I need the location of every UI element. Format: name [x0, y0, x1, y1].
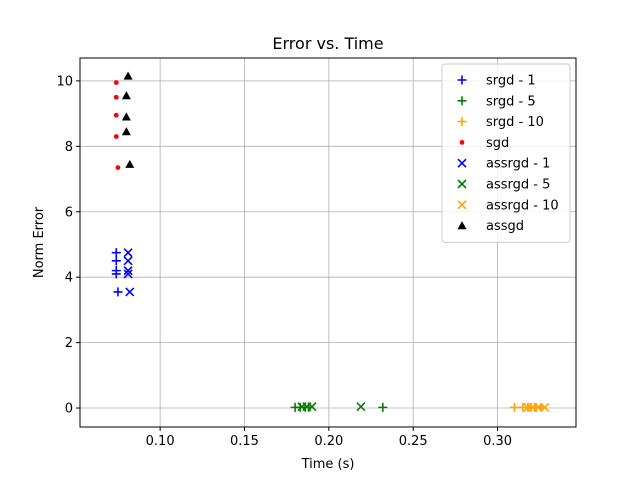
data-point: [111, 248, 121, 258]
y-tick-label: 4: [65, 271, 73, 286]
data-point: [509, 402, 519, 412]
chart-title: Error vs. Time: [272, 34, 383, 53]
data-point: [540, 402, 550, 412]
data-point: [113, 94, 119, 100]
legend-label: assrgd - 1: [486, 157, 550, 172]
data-point: [121, 127, 131, 136]
x-tick-label: 0.20: [314, 434, 343, 449]
legend-marker: [459, 140, 465, 145]
legend-label: srgd - 10: [486, 115, 544, 130]
data-point: [123, 71, 133, 80]
legend-label: assgd: [486, 219, 524, 234]
legend-label: srgd - 5: [486, 94, 536, 109]
data-point: [307, 402, 317, 412]
y-axis-label: Norm Error: [32, 206, 47, 278]
legend-marker: [457, 158, 467, 168]
data-point: [113, 112, 119, 118]
y-tick-label: 10: [56, 74, 73, 89]
data-point: [533, 402, 543, 412]
legend-marker: [457, 117, 467, 127]
data-point: [123, 256, 133, 266]
x-tick-label: 0.25: [399, 434, 428, 449]
legend-label: assrgd - 5: [486, 178, 550, 193]
data-point: [378, 402, 388, 412]
legend-box: [441, 63, 571, 243]
data-point: [111, 256, 121, 266]
data-points: [111, 71, 550, 412]
data-point: [113, 287, 123, 297]
legend-label: sgd: [486, 136, 509, 151]
data-point: [123, 269, 133, 279]
x-tick-label: 0.30: [483, 434, 512, 449]
data-point: [125, 287, 135, 297]
plot-frame: [79, 57, 577, 428]
data-point: [125, 159, 135, 168]
x-tick-label: 0.10: [146, 434, 175, 449]
y-tick-label: 2: [65, 336, 73, 351]
legend-marker: [457, 200, 467, 210]
legend-marker: [457, 75, 467, 85]
y-tick-label: 0: [65, 402, 73, 417]
x-axis-ticks: 0.10 0.15 0.20 0.25 0.30: [146, 427, 512, 449]
x-axis-label: Time (s): [301, 457, 355, 472]
x-tick-label: 0.15: [230, 434, 259, 449]
data-point: [121, 112, 131, 121]
data-point: [111, 269, 121, 279]
data-point: [356, 402, 366, 412]
legend-label: assrgd - 10: [486, 198, 559, 213]
legend-label: srgd - 1: [486, 74, 536, 89]
data-point: [123, 248, 133, 258]
data-point: [113, 134, 119, 139]
data-point: [115, 165, 121, 170]
y-tick-label: 6: [65, 205, 73, 220]
data-point: [121, 91, 131, 100]
legend-marker: [457, 179, 467, 189]
data-point: [123, 266, 133, 276]
data-point: [113, 80, 119, 85]
y-tick-label: 8: [65, 140, 73, 155]
y-axis-ticks: 0 2 4 6 8 10: [56, 74, 80, 417]
legend-marker: [457, 221, 467, 230]
legend-marker: [457, 96, 467, 106]
legend: srgd - 1 srgd - 5 srgd - 10 sgd assrgd - 1 as…: [441, 63, 571, 243]
